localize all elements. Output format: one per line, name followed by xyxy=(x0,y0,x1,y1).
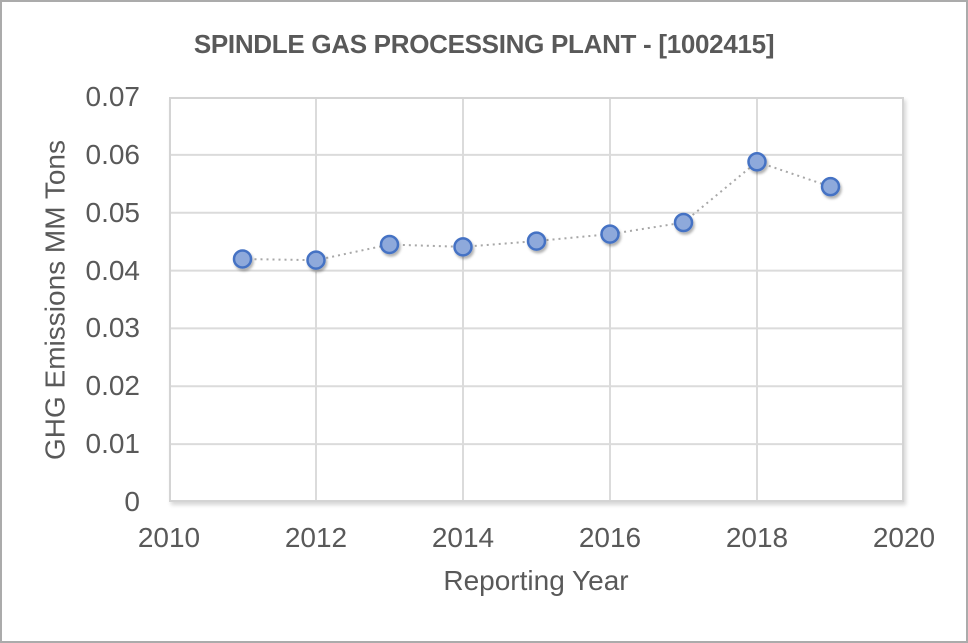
data-point-2014 xyxy=(453,237,473,257)
data-point-2018 xyxy=(747,152,767,172)
y-tick-label: 0.04 xyxy=(85,254,141,286)
y-tick-label: 0.07 xyxy=(85,81,141,112)
data-point-2017 xyxy=(673,212,694,233)
data-point-2013 xyxy=(379,234,400,255)
chart-title: SPINDLE GAS PROCESSING PLANT - [1002415] xyxy=(193,29,775,59)
x-tick-label: 2018 xyxy=(725,522,789,553)
y-tick-label: 0 xyxy=(124,486,140,517)
data-point-2012 xyxy=(306,250,326,270)
y-tick-label: 0.01 xyxy=(85,428,141,460)
data-point-2015 xyxy=(526,231,547,251)
plot-area xyxy=(169,97,904,502)
plot-area-background xyxy=(169,97,904,502)
y-axis-title: GHG Emissions MM Tons xyxy=(39,140,71,460)
data-point-2011 xyxy=(232,249,253,269)
x-tick-label: 2010 xyxy=(137,522,201,553)
y-tick-label: 0.06 xyxy=(85,138,141,170)
x-axis-title: Reporting Year xyxy=(443,565,629,596)
y-tick-label: 0.05 xyxy=(85,196,141,228)
x-tick-label: 2014 xyxy=(431,522,495,553)
y-tick-label: 0.03 xyxy=(85,312,141,344)
x-tick-label: 2016 xyxy=(578,522,642,553)
data-point-2016 xyxy=(600,224,620,244)
plot-border xyxy=(169,97,904,502)
x-tick-label: 2012 xyxy=(284,522,348,553)
data-point-2019 xyxy=(820,176,841,197)
x-tick-label: 2020 xyxy=(872,522,936,553)
y-tick-label: 0.02 xyxy=(85,370,141,402)
